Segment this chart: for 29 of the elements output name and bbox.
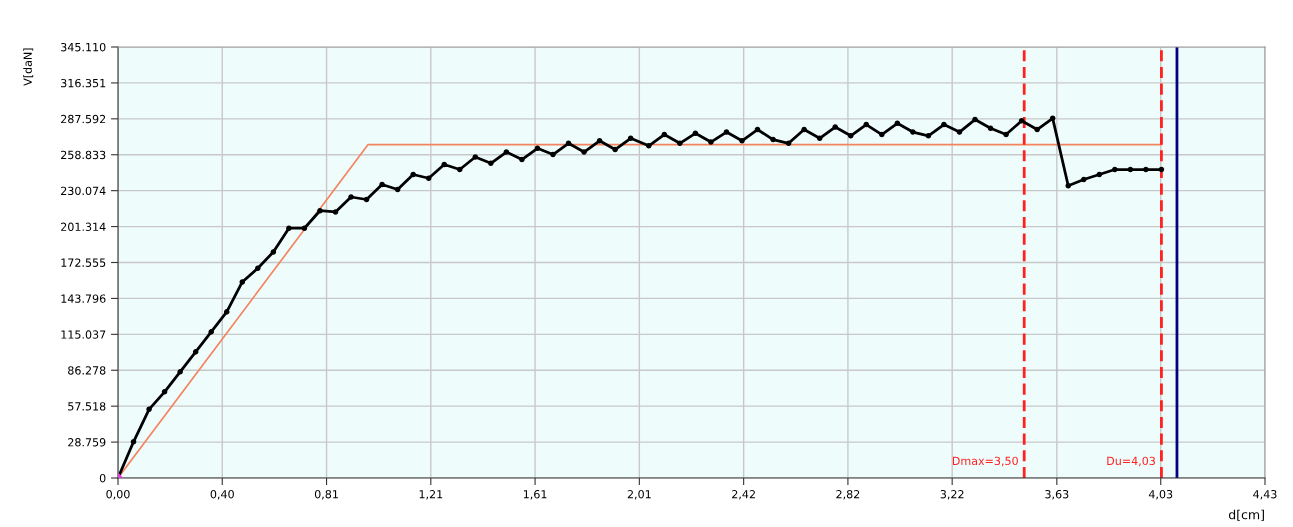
x-tick-label: 4,43 — [1253, 490, 1277, 500]
x-tick-label: 3,63 — [1045, 490, 1069, 500]
y-tick-label: 230.074 — [61, 186, 106, 196]
x-axis-title: d[cm] — [1228, 509, 1264, 521]
x-tick-label: 2,82 — [836, 490, 860, 500]
x-tick-label: 3,22 — [940, 490, 964, 500]
y-tick-label: 258.833 — [61, 150, 106, 160]
y-tick-label: 0 — [99, 473, 106, 483]
y-tick-label: 316.351 — [61, 78, 106, 88]
y-tick-label: 115.037 — [61, 330, 106, 339]
ref-line-label: Du=4,03 — [1107, 456, 1155, 467]
x-tick-label: 0,40 — [210, 490, 234, 500]
ref-line-label: Dmax=3,50 — [952, 456, 1018, 467]
y-tick-label: 345.110 — [61, 42, 106, 52]
x-tick-label: 4,03 — [1148, 490, 1173, 500]
y-tick-label: 57.518 — [68, 402, 106, 411]
y-tick-label: 172.555 — [61, 258, 106, 267]
x-tick-label: 2,01 — [627, 490, 651, 500]
y-tick-label: 28.759 — [68, 438, 106, 447]
x-tick-label: 2,42 — [732, 490, 755, 500]
y-tick-label: 143.796 — [61, 294, 106, 303]
y-tick-label: 201.314 — [61, 222, 106, 231]
x-tick-label: 0,00 — [106, 490, 130, 500]
y-axis-title: V[daN] — [23, 48, 34, 86]
x-tick-label: 1,21 — [419, 490, 443, 500]
x-tick-label: 1,61 — [523, 490, 547, 500]
y-tick-label: 287.592 — [61, 114, 106, 124]
x-tick-label: 0,81 — [314, 490, 338, 500]
y-tick-label: 86.278 — [68, 366, 106, 375]
